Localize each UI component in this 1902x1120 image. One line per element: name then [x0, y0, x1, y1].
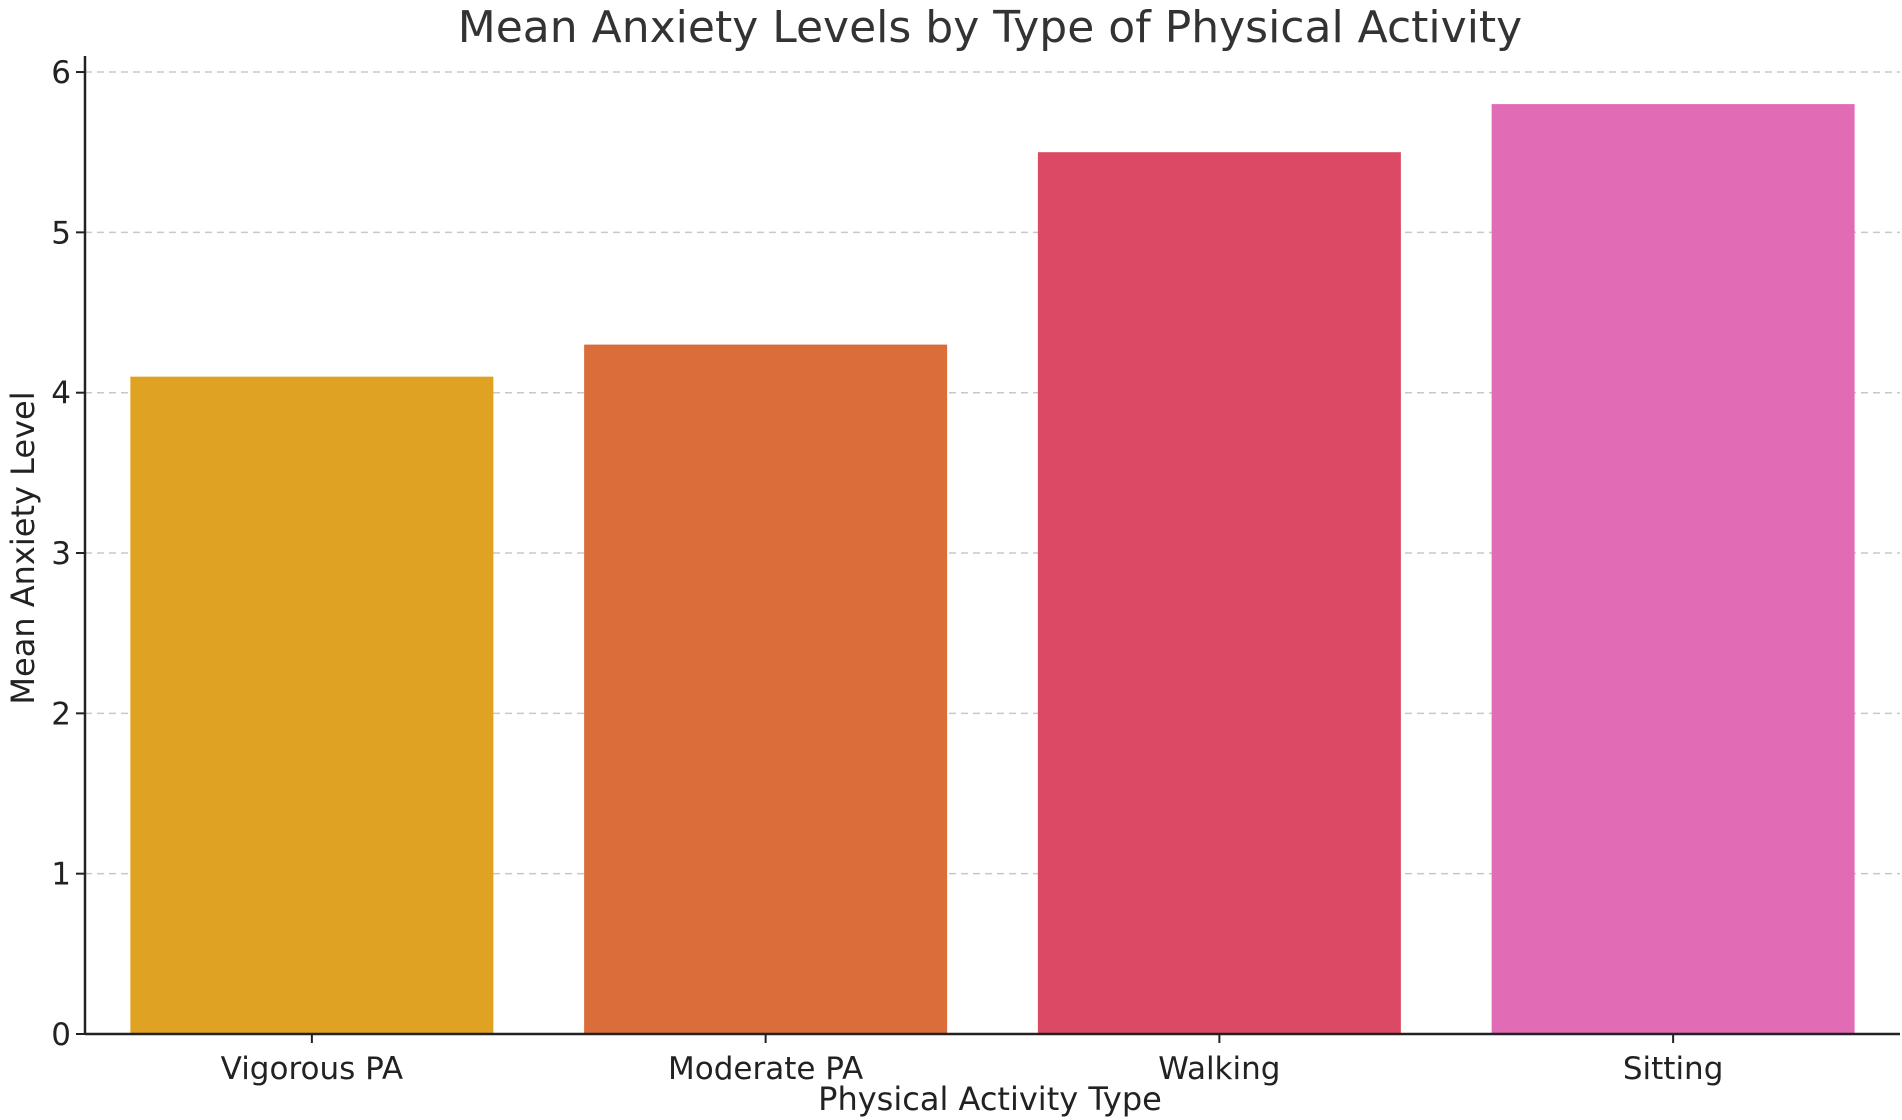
bar-2: [1037, 152, 1401, 1034]
bar-3: [1491, 104, 1855, 1034]
bar-0: [130, 376, 494, 1034]
y-tick-label-1: 1: [51, 857, 71, 893]
y-tick-label-2: 2: [51, 696, 71, 732]
x-tick-label-2: Walking: [1158, 1051, 1280, 1087]
y-tick-label-4: 4: [51, 376, 71, 412]
axes: [83, 56, 1900, 1036]
y-axis-label: Mean Anxiety Level: [4, 391, 42, 704]
y-tick-label-3: 3: [51, 536, 71, 572]
chart-title: Mean Anxiety Levels by Type of Physical …: [458, 2, 1522, 53]
bars: [130, 104, 1855, 1034]
bar-1: [584, 344, 948, 1034]
y-tick-label-6: 6: [51, 55, 71, 91]
x-tick-label-3: Sitting: [1623, 1051, 1724, 1087]
x-tick-label-0: Vigorous PA: [221, 1051, 403, 1087]
y-tick-label-5: 5: [51, 215, 71, 251]
x-axis-ticks: Vigorous PA Moderate PA Walking Sitting: [221, 1034, 1724, 1087]
y-tick-label-0: 0: [51, 1017, 71, 1053]
y-axis-ticks: 0 1 2 3 4 5 6: [51, 55, 85, 1053]
x-tick-label-1: Moderate PA: [668, 1051, 863, 1087]
x-axis-label: Physical Activity Type: [818, 1080, 1162, 1118]
